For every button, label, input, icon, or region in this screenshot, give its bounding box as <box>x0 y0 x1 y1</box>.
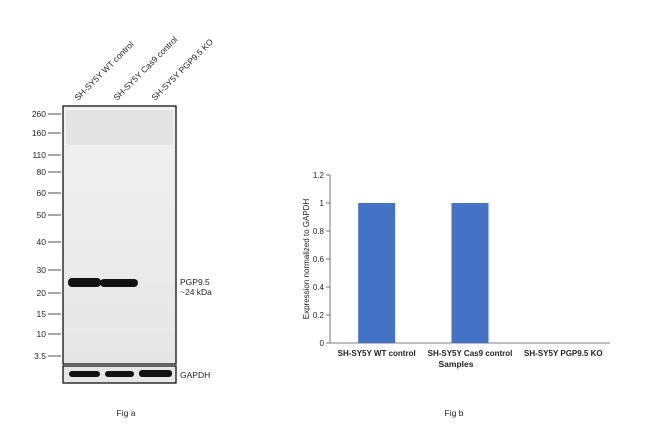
y-tick-label: 0.6 <box>313 255 325 264</box>
y-tick-label: 1.2 <box>313 171 325 180</box>
bars <box>358 203 489 343</box>
y-ticks: 0 0.2 0.4 0.6 0.8 1 1.2 <box>313 171 330 348</box>
band-cas9 <box>100 279 138 287</box>
mw-marker-label: 110 <box>32 150 46 160</box>
mw-markers: 260 160 110 80 60 50 40 30 20 15 10 3.5 <box>32 109 61 361</box>
y-tick-label: 1 <box>320 199 325 208</box>
band-label-name: PGP9.5 <box>180 277 210 287</box>
mw-marker-label: 50 <box>37 210 47 220</box>
band-wt <box>68 278 101 287</box>
y-tick-label: 0.8 <box>313 227 325 236</box>
mw-marker-label: 10 <box>37 329 47 339</box>
mw-marker-label: 30 <box>37 265 47 275</box>
lane-label-cas9: SH-SY5Y Cas9 control <box>111 34 179 102</box>
x-axis-title: Samples <box>439 359 474 369</box>
gapdh-band-wt <box>69 371 100 377</box>
mw-marker-label: 60 <box>37 188 47 198</box>
x-tick-label: SH-SY5Y WT control <box>338 349 416 358</box>
band-label-size: ~24 kDa <box>180 287 212 297</box>
gapdh-label: GAPDH <box>180 370 210 380</box>
bar <box>451 203 489 343</box>
blot-membrane <box>62 105 177 365</box>
y-axis-title: Expression normalized to GAPDH <box>302 199 311 320</box>
y-tick-label: 0.4 <box>313 283 325 292</box>
western-blot-panel: SH-SY5Y WT control SH-SY5Y Cas9 control … <box>32 34 216 418</box>
bar <box>358 203 396 343</box>
mw-marker-label: 80 <box>37 167 47 177</box>
x-tick-label: SH-SY5Y Cas9 control <box>428 349 513 358</box>
caption-fig-a: Fig a <box>117 408 136 418</box>
mw-marker-label: 15 <box>37 309 47 319</box>
gapdh-band-ko <box>139 370 172 377</box>
mw-marker-label: 20 <box>37 288 47 298</box>
x-tick-labels: SH-SY5Y WT control SH-SY5Y Cas9 control SH… <box>338 349 603 358</box>
bar-chart: Expression normalized to GAPDH 0 0.2 0.4 0.… <box>302 171 610 418</box>
y-tick-label: 0 <box>320 339 325 348</box>
mw-marker-label: 160 <box>32 128 46 138</box>
caption-fig-b: Fig b <box>445 408 464 418</box>
gapdh-band-cas9 <box>105 371 134 377</box>
y-tick-label: 0.2 <box>313 311 325 320</box>
high-mw-smear <box>66 110 173 145</box>
x-tick-label: SH-SY5Y PGP9.5 KO <box>524 349 603 358</box>
mw-marker-label: 40 <box>37 237 47 247</box>
mw-marker-label: 260 <box>32 109 46 119</box>
mw-marker-label: 3.5 <box>34 351 46 361</box>
